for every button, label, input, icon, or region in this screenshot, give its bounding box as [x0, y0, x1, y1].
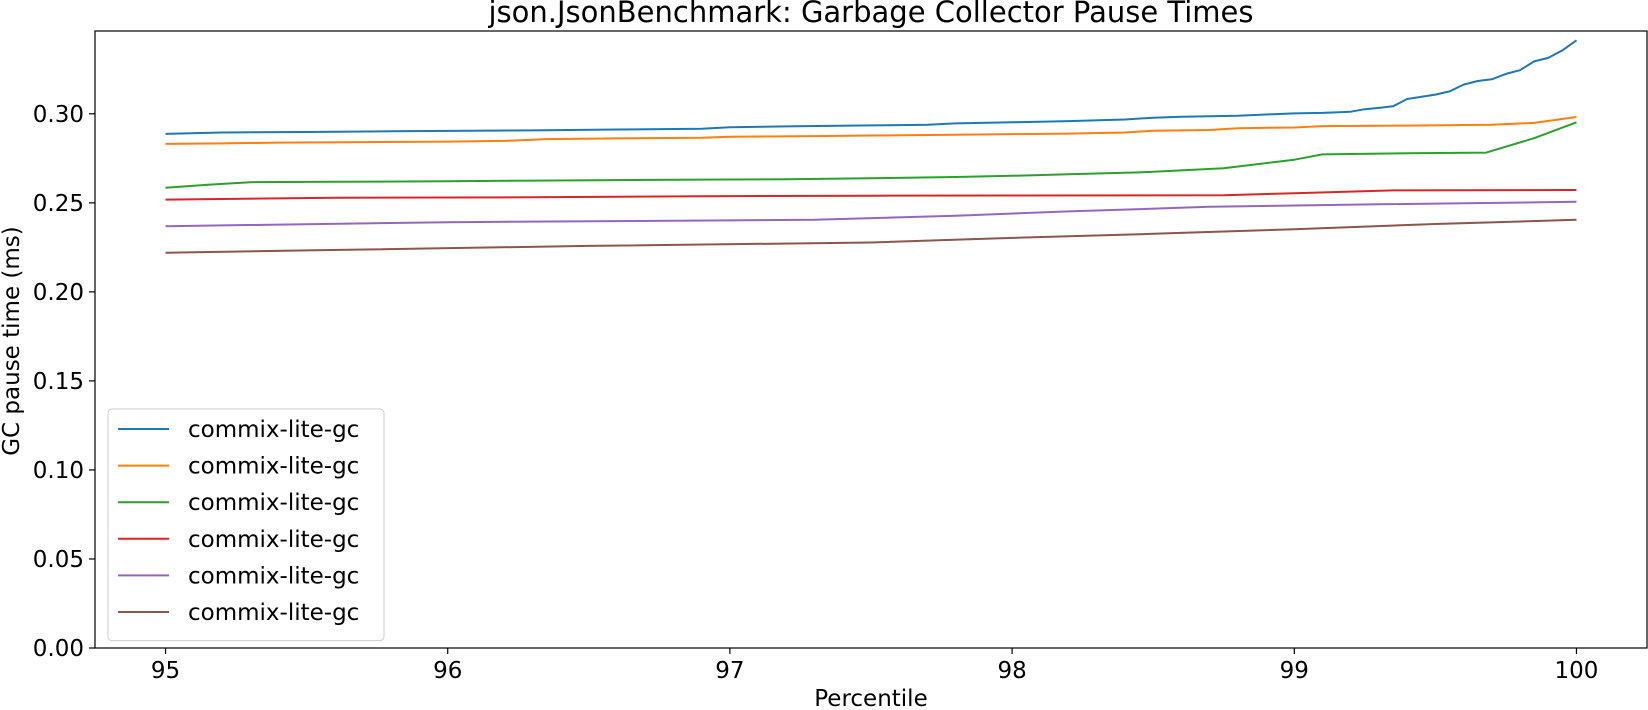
legend-label: commix-lite-gc	[188, 454, 359, 480]
legend: commix-lite-gc commix-lite-gc commix-lite-…	[107, 408, 385, 642]
series-line-5	[165, 200, 1577, 228]
legend-label: commix-lite-gc	[188, 600, 359, 626]
y-tick-label: 0.20	[33, 280, 84, 306]
y-tick-label: 0.05	[33, 547, 84, 573]
series-line-2	[165, 116, 1577, 145]
legend-label: commix-lite-gc	[188, 527, 359, 553]
chart-title: json.JsonBenchmark: Garbage Collector Pa…	[487, 0, 1253, 29]
axes-frame	[94, 30, 1648, 649]
x-axis-label: Percentile	[814, 686, 927, 710]
legend-frame	[107, 408, 385, 642]
x-tick-label: 98	[997, 658, 1026, 684]
series-line-3	[165, 121, 1577, 189]
x-axis-ticks: 95 96 97 98 99 100	[151, 648, 1599, 684]
x-tick-label: 95	[151, 658, 180, 684]
x-tick-label: 97	[715, 658, 744, 684]
y-axis-ticks: 0.00 0.05 0.10 0.15 0.20 0.25 0.30	[33, 102, 95, 662]
y-tick-label: 0.10	[33, 458, 84, 484]
legend-label: commix-lite-gc	[188, 417, 359, 443]
x-tick-label: 99	[1280, 658, 1309, 684]
x-tick-label: 96	[433, 658, 462, 684]
series-line-4	[165, 189, 1577, 201]
y-tick-label: 0.30	[33, 102, 84, 128]
y-tick-label: 0.15	[33, 369, 84, 395]
y-axis-label: GC pause time (ms)	[0, 226, 25, 456]
y-tick-label: 0.00	[33, 636, 84, 662]
legend-label: commix-lite-gc	[188, 490, 359, 516]
y-tick-label: 0.25	[33, 191, 84, 217]
series-line-6	[165, 218, 1577, 254]
x-tick-label: 100	[1555, 658, 1599, 684]
series-line-1	[165, 39, 1578, 135]
legend-label: commix-lite-gc	[188, 563, 359, 589]
plot-area	[94, 30, 1648, 649]
